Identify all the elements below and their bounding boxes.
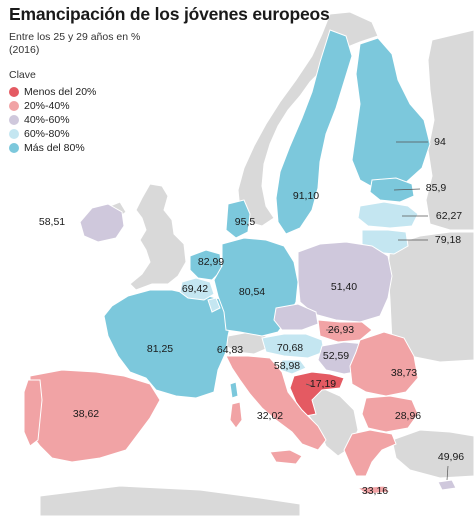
- legend-swatch: [9, 87, 19, 97]
- value-slovenia: 58,98: [273, 359, 301, 372]
- legend: Clave Menos del 20% 20%-40% 40%-60% 60%-…: [9, 69, 129, 155]
- value-finland: 94: [434, 135, 446, 148]
- value-netherlands: 82,99: [197, 255, 225, 268]
- croatia-shape: [289, 371, 345, 417]
- legend-item: Más del 80%: [9, 141, 129, 155]
- non-eu-land: [39, 11, 474, 516]
- value-france: 81,25: [146, 342, 174, 355]
- value-slovakia: 26,93: [327, 323, 355, 336]
- value-austria: 70,68: [276, 341, 304, 354]
- legend-swatch: [9, 129, 19, 139]
- value-croatia: 17,19: [309, 377, 337, 390]
- legend-label: 20%-40%: [24, 100, 70, 112]
- czechia-shape: [273, 303, 319, 331]
- norway-shape: [237, 11, 379, 227]
- leader-croatia: [305, 383, 313, 387]
- slovenia-shape: [279, 359, 307, 375]
- legend-swatch: [9, 143, 19, 153]
- value-luxembourg: 64,83: [216, 343, 244, 356]
- value-sweden: 91,10: [292, 189, 320, 202]
- page-subtitle: Entre los 25 y 29 años en % (2016): [9, 31, 141, 56]
- belgium-shape: [179, 277, 215, 301]
- north-africa-shape: [39, 485, 301, 516]
- bulgaria-shape: [361, 395, 419, 433]
- legend-item: 40%-60%: [9, 113, 129, 127]
- turkey-shape: [391, 429, 474, 479]
- value-italy: 32,02: [256, 409, 284, 422]
- value-ireland: 58,51: [38, 215, 66, 228]
- legend-item: 60%-80%: [9, 127, 129, 141]
- portugal-shape: [23, 379, 43, 447]
- value-spain: 38,62: [72, 407, 100, 420]
- value-estonia: 85,9: [425, 181, 447, 194]
- value-denmark: 95,5: [234, 215, 256, 228]
- luxembourg-shape: [207, 297, 221, 313]
- leader-estonia: [393, 188, 421, 191]
- legend-label: 40%-60%: [24, 114, 70, 126]
- value-latvia: 62,27: [435, 209, 463, 222]
- slovakia-shape: [317, 319, 373, 343]
- value-bulgaria: 28,96: [394, 409, 422, 422]
- value-poland: 51,40: [330, 280, 358, 293]
- latvia-shape: [357, 201, 419, 229]
- eu-countries: [23, 29, 457, 495]
- value-hungary: 52,59: [322, 349, 350, 362]
- value-romania: 38,73: [390, 366, 418, 379]
- russia-shape: [425, 29, 474, 231]
- crete-shape: [356, 485, 392, 495]
- ireland-shape: [79, 203, 125, 243]
- estonia-shape: [369, 177, 415, 203]
- greece-shape: [343, 429, 397, 477]
- poland-shape: [297, 241, 393, 323]
- denmark-shape: [225, 199, 251, 239]
- legend-swatch: [9, 101, 19, 111]
- page-title: Emancipación de los jóvenes europeos: [9, 4, 330, 24]
- value-cyprus: 49,96: [437, 450, 465, 463]
- legend-label: Menos del 20%: [24, 86, 97, 98]
- legend-swatch: [9, 115, 19, 125]
- value-belgium: 69,42: [181, 282, 209, 295]
- corsica-shape: [229, 381, 239, 399]
- legend-item: Menos del 20%: [9, 85, 129, 99]
- value-germany: 80,54: [238, 285, 266, 298]
- italy-shape: [225, 355, 327, 451]
- legend-label: Más del 80%: [24, 142, 85, 154]
- legend-title: Clave: [9, 69, 36, 81]
- finland-shape: [351, 37, 431, 191]
- romania-shape: [349, 331, 419, 397]
- legend-item: 20%-40%: [9, 99, 129, 113]
- leader-lines: [305, 141, 449, 481]
- uk-shape: [129, 183, 187, 291]
- sardinia-shape: [229, 401, 243, 429]
- leader-cyprus: [446, 465, 449, 481]
- cyprus-shape: [437, 479, 457, 491]
- legend-label: 60%-80%: [24, 128, 70, 140]
- sicily-shape: [269, 449, 303, 465]
- sweden-shape: [275, 29, 353, 235]
- value-greece: 33,16: [361, 484, 389, 497]
- value-lithuania: 79,18: [434, 233, 462, 246]
